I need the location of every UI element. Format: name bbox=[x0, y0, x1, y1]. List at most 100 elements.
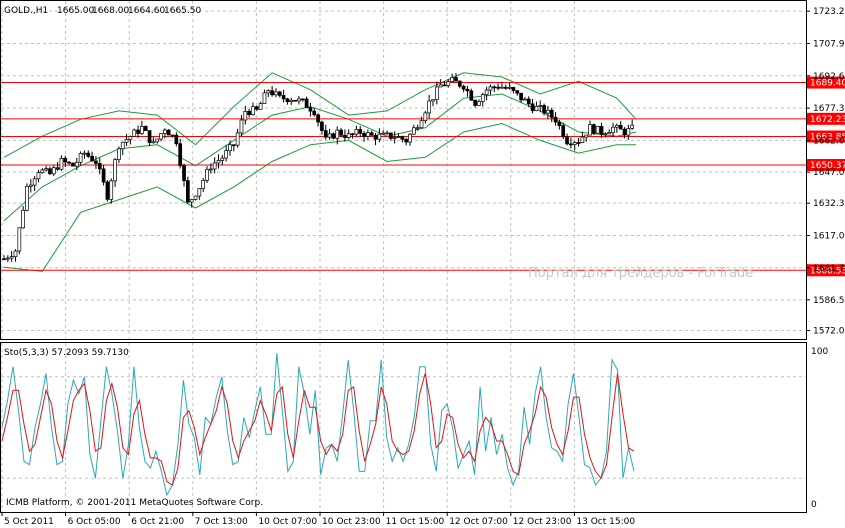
low-value: 1664.60 bbox=[128, 6, 165, 16]
candle-body bbox=[618, 125, 623, 130]
candle-body bbox=[208, 168, 213, 171]
bollinger-bands bbox=[3, 72, 637, 272]
candle-body bbox=[496, 86, 500, 89]
candle-body bbox=[201, 180, 206, 189]
candle-body bbox=[159, 133, 163, 140]
candle-body bbox=[320, 121, 324, 131]
candle-body bbox=[124, 139, 129, 143]
candle-body bbox=[431, 99, 435, 102]
candle-body bbox=[346, 133, 351, 139]
x-tick-label: 11 Oct 15:00 bbox=[386, 517, 445, 527]
candle-body bbox=[626, 128, 631, 136]
candle-body bbox=[350, 133, 355, 136]
y-tick-label: 1692.60 bbox=[813, 72, 845, 82]
candle-body bbox=[515, 90, 520, 94]
candle-body bbox=[392, 137, 397, 139]
candle-body bbox=[239, 119, 244, 134]
candle-body bbox=[396, 136, 401, 138]
candle-body bbox=[228, 144, 232, 152]
candle-body bbox=[366, 132, 370, 137]
candle-body bbox=[220, 157, 225, 161]
stochastic-panel-frame bbox=[0, 342, 807, 513]
candle-body bbox=[189, 199, 194, 203]
candle-body bbox=[538, 105, 543, 107]
candle-body bbox=[614, 125, 619, 128]
time-axis: 5 Oct 2011 6 Oct 05:00 6 Oct 21:00 7 Oct 13… bbox=[1, 512, 635, 527]
candle-body bbox=[178, 143, 183, 167]
y-tick-label: 1632.30 bbox=[813, 199, 845, 209]
candle-body bbox=[358, 129, 363, 134]
candle-body bbox=[419, 120, 424, 129]
candle-body bbox=[262, 92, 267, 104]
candle-body bbox=[101, 168, 106, 183]
stoch-tick-100: 100 bbox=[811, 347, 828, 357]
y-tick-label: 1617.00 bbox=[813, 231, 845, 241]
candle-body bbox=[289, 99, 294, 103]
level-label: 1663.85 bbox=[810, 133, 845, 143]
candle-body bbox=[274, 91, 278, 96]
candle-body bbox=[297, 98, 301, 102]
candle-body bbox=[82, 152, 87, 155]
candle-body bbox=[136, 129, 140, 134]
candle-body bbox=[534, 105, 539, 112]
candlesticks bbox=[2, 73, 635, 263]
stochastic-lines bbox=[1, 353, 635, 497]
candle-body bbox=[94, 160, 98, 164]
candle-body bbox=[461, 85, 466, 90]
candle-body bbox=[519, 92, 523, 101]
candle-body bbox=[404, 138, 409, 143]
candle-body bbox=[78, 153, 83, 163]
candle-body bbox=[44, 168, 48, 171]
candle-body bbox=[323, 130, 328, 138]
candle-body bbox=[469, 90, 474, 101]
candle-body bbox=[40, 169, 45, 173]
candle-body bbox=[247, 110, 251, 115]
x-tick-label: 10 Oct 23:00 bbox=[322, 517, 381, 527]
level-label: 1650.37 bbox=[810, 161, 845, 171]
candle-body bbox=[59, 157, 64, 170]
close-value: 1665.50 bbox=[164, 6, 201, 16]
level-label-bg bbox=[807, 264, 845, 277]
candle-body bbox=[500, 86, 504, 89]
candle-body bbox=[212, 162, 217, 170]
candle-body bbox=[343, 134, 347, 139]
candle-body bbox=[622, 128, 627, 136]
y-tick-label: 1572.00 bbox=[813, 327, 845, 337]
open-value: 1665.00 bbox=[57, 6, 94, 16]
candle-body bbox=[90, 155, 94, 162]
candle-body bbox=[584, 134, 589, 138]
candle-body bbox=[182, 165, 186, 182]
candle-body bbox=[480, 94, 485, 102]
candle-body bbox=[446, 81, 451, 87]
x-tick-label: 12 Oct 07:00 bbox=[449, 517, 508, 527]
stochastic-title: Sto(5,3,3) 57.2093 59.7130 bbox=[4, 348, 129, 358]
candle-body bbox=[132, 129, 137, 137]
candle-body bbox=[74, 161, 79, 167]
grid bbox=[1, 1, 806, 512]
candle-body bbox=[465, 88, 470, 92]
candle-body bbox=[423, 112, 428, 122]
candle-body bbox=[155, 138, 160, 143]
candle-body bbox=[55, 167, 60, 170]
candle-body bbox=[67, 161, 71, 164]
candle-body bbox=[377, 133, 382, 140]
candle-body bbox=[304, 98, 309, 108]
candle-body bbox=[511, 87, 516, 91]
candle-body bbox=[339, 129, 343, 136]
candle-body bbox=[277, 91, 282, 96]
candle-body bbox=[569, 143, 573, 146]
candle-body bbox=[186, 180, 190, 203]
stoch-line-d bbox=[1, 373, 635, 486]
candle-body bbox=[415, 127, 420, 130]
level-label: 1689.40 bbox=[810, 79, 845, 89]
candle-body bbox=[251, 106, 255, 115]
candle-body bbox=[312, 110, 317, 116]
candle-body bbox=[143, 126, 148, 131]
band-middle bbox=[3, 93, 637, 222]
candle-body bbox=[488, 86, 493, 91]
stoch-line-k bbox=[1, 353, 635, 497]
candle-body bbox=[434, 86, 439, 100]
candle-body bbox=[362, 133, 366, 137]
candle-body bbox=[243, 110, 248, 121]
